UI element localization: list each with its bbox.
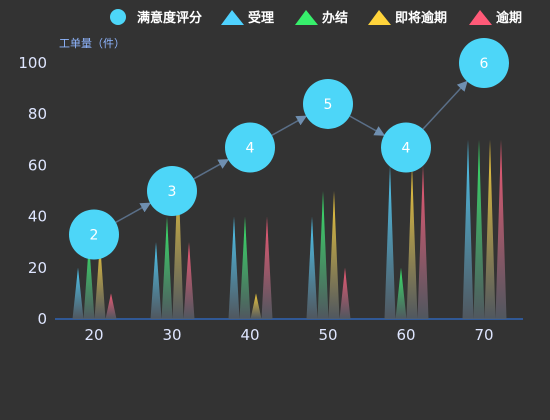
satisfaction-point[interactable]: 5 (303, 78, 353, 129)
satisfaction-bubbles: 2 3 4 5 4 6 (69, 38, 509, 260)
legend-circle-icon (110, 9, 126, 25)
bubble-value-label: 6 (480, 56, 489, 72)
line-segment (193, 159, 230, 180)
legend-item[interactable]: 逾期 (469, 10, 522, 26)
bar (83, 242, 95, 319)
bubble-value-label: 4 (402, 140, 411, 156)
bubble (459, 38, 509, 88)
y-tick-label: 20 (28, 259, 47, 277)
y-tick-label: 0 (37, 310, 47, 328)
satisfaction-point[interactable]: 2 (69, 209, 119, 260)
legend-triangle-icon (469, 10, 492, 25)
x-tick-label: 50 (318, 326, 337, 344)
legend-label: 满意度评分 (137, 10, 202, 26)
bar (462, 139, 474, 319)
bar (395, 267, 407, 319)
legend-item[interactable]: 受理 (221, 10, 274, 26)
bubble-value-label: 4 (246, 140, 255, 156)
bubble (69, 209, 119, 260)
bar (172, 165, 184, 319)
bars (72, 139, 507, 319)
bar (339, 267, 351, 319)
y-tick-label: 60 (28, 156, 47, 174)
legend-item[interactable]: 办结 (295, 10, 348, 26)
y-axis-label: 工单量（件） (59, 37, 125, 50)
y-axis: 0 20 40 60 80 100 (18, 54, 47, 328)
satisfaction-point[interactable]: 4 (381, 122, 431, 173)
satisfaction-line (115, 80, 468, 223)
bar (228, 216, 240, 319)
legend-label: 受理 (248, 10, 274, 26)
legend-label: 即将逾期 (395, 10, 447, 26)
line-segment (115, 202, 152, 223)
legend: 满意度评分 受理 办结 即将逾期 逾期 (110, 9, 522, 26)
bubble (303, 78, 353, 129)
x-tick-label: 40 (240, 326, 259, 344)
bar (105, 293, 117, 319)
bar (384, 165, 396, 319)
x-tick-label: 30 (162, 326, 181, 344)
bar (306, 216, 318, 319)
legend-triangle-icon (295, 10, 318, 25)
legend-item[interactable]: 满意度评分 (110, 9, 202, 26)
legend-label: 逾期 (496, 10, 522, 26)
bar (328, 191, 340, 319)
bar (261, 216, 273, 319)
bar (484, 139, 496, 319)
bar (250, 293, 262, 319)
bubble (147, 166, 197, 216)
bar (317, 191, 329, 319)
x-axis: 20 30 40 50 60 70 (55, 318, 523, 344)
bubble (225, 122, 275, 173)
satisfaction-point[interactable]: 4 (225, 122, 275, 173)
line-segment (349, 115, 386, 136)
bar (94, 242, 106, 319)
bar (161, 216, 173, 319)
y-tick-label: 40 (28, 208, 47, 226)
bar (239, 216, 251, 319)
bar (417, 165, 429, 319)
y-tick-label: 100 (18, 54, 47, 72)
legend-item[interactable]: 即将逾期 (368, 10, 447, 26)
bubble-value-label: 5 (324, 97, 333, 113)
line-segment (271, 115, 308, 136)
legend-triangle-icon (221, 10, 244, 25)
bar (72, 267, 84, 319)
y-tick-label: 80 (28, 105, 47, 123)
bar (495, 139, 507, 319)
legend-triangle-icon (368, 10, 391, 25)
legend-label: 办结 (322, 10, 348, 26)
bar (183, 242, 195, 319)
bubble-value-label: 2 (90, 228, 99, 244)
x-tick-label: 70 (474, 326, 493, 344)
bubble-value-label: 3 (168, 184, 177, 200)
bar (473, 139, 485, 319)
satisfaction-point[interactable]: 6 (459, 38, 509, 88)
satisfaction-point[interactable]: 3 (147, 166, 197, 216)
line-segment (422, 80, 468, 130)
bar (150, 242, 162, 319)
bar (406, 165, 418, 319)
x-tick-label: 60 (396, 326, 415, 344)
x-tick-label: 20 (84, 326, 103, 344)
bubble (381, 122, 431, 173)
